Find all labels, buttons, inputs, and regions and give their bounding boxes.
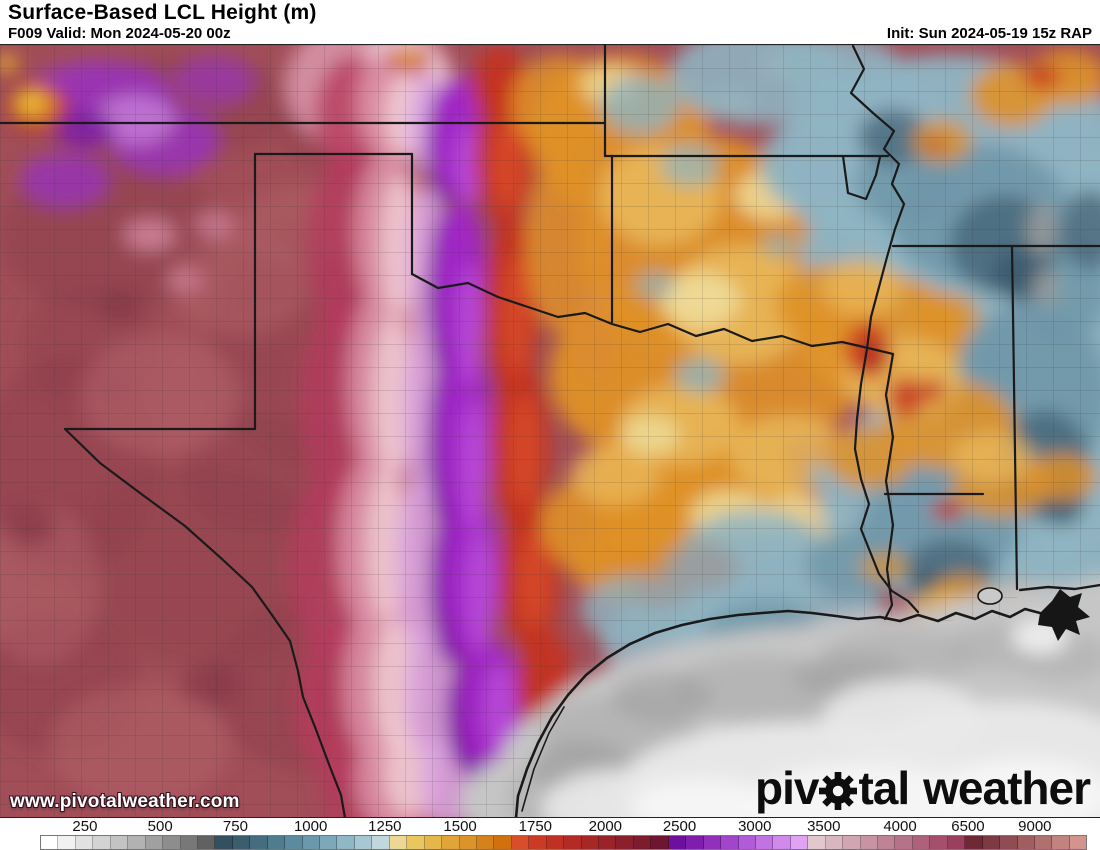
colorbar-cell [110,836,129,849]
colorbar-cell [965,836,983,849]
red-river [410,272,895,356]
model-init-text: Init: Sun 2024-05-19 15z RAP [886,25,1092,42]
colorbar-cell [599,836,617,849]
colorbar-cell [686,836,704,849]
colorbar-cell [215,836,233,849]
colorbar-cell [668,836,687,849]
colorbar-legend: 250 500 750 1000 1250 1500 1750 2000 2500 3000 350… [40,818,1087,850]
colorbar-label: 750 [222,818,248,835]
colorbar-cell [163,836,181,849]
colorbar-label: 6500 [951,818,985,835]
colorbar-cell [285,836,303,849]
colorbar-cell [407,836,425,849]
colorbar-cell [808,836,826,849]
colorbar-cell [895,836,913,849]
map-canvas: www.pivotalweather.com piv tal weather [0,44,1100,818]
colorbar-cell [581,836,599,849]
colorbar-cell [546,836,565,849]
colorbar-label: 1750 [518,818,553,835]
colorbar-label: 3500 [807,818,841,835]
colorbar-cell [633,836,652,849]
watermark-url: www.pivotalweather.com [10,791,240,812]
colorbar-cell [180,836,198,849]
state-borders [0,45,1100,817]
barrier-island [521,706,565,812]
colorbar-label: 2000 [588,818,623,835]
mississippi-river [849,45,920,614]
colorbar-cell [1017,836,1035,849]
colorbar-label: 1250 [368,818,402,835]
colorbar-cell [755,836,774,849]
colorbar-cell [1034,836,1053,849]
colorbar-cell [145,836,164,849]
colorbar-cell [320,836,338,849]
colorbar-cell [1052,836,1070,849]
colorbar-label: 1500 [443,818,477,835]
weather-map [0,45,1100,817]
lake-pontchartrain [977,587,1003,605]
colorbar-cell [790,836,809,849]
colorbar-cell [773,836,791,849]
map-header: Surface-Based LCL Height (m) F009 Valid:… [0,0,1100,44]
gulf-coastline [514,607,1042,817]
logo-text-tal: tal [858,762,910,814]
colorbar-cell [93,836,111,849]
colorbar-cell [947,836,966,849]
colorbar-cell [459,836,477,849]
colorbar-label: 2500 [662,818,697,835]
colorbar-cell [41,836,59,849]
colorbar-label: 9000 [1018,818,1052,835]
colorbar-cell [354,836,373,849]
logo-text-weather: weather [923,762,1091,814]
colorbar-cell [302,836,320,849]
colorbar-label: 3000 [738,818,772,835]
colorbar-cell [930,836,948,849]
colorbar-label: 500 [147,818,173,835]
colorbar-cell [442,836,460,849]
colorbar-cell [389,836,408,849]
colorbar-cell [1069,836,1087,849]
colorbar-cell [75,836,94,849]
colorbar-cell [337,836,355,849]
colorbar-cell [878,836,896,849]
colorbar-cell [703,836,722,849]
colorbar-label: 4000 [883,818,917,835]
colorbar-cell [529,836,547,849]
colorbar-cells [40,835,1087,850]
colorbar-label: 1000 [293,818,328,835]
colorbar-cell [232,836,251,849]
colorbar-cell [267,836,286,849]
colorbar-cell [825,836,844,849]
colorbar-cell [721,836,739,849]
mississippi-delta [1038,589,1090,641]
colorbar-cell [197,836,216,849]
colorbar-cell [564,836,582,849]
colorbar-cell [1000,836,1018,849]
colorbar-cell [843,836,861,849]
colorbar-cell [424,836,443,849]
colorbar-labels: 250 500 750 1000 1250 1500 1750 2000 2500 3000 350… [40,818,1085,835]
colorbar-cell [128,836,146,849]
pivotal-weather-logo: piv tal weather [754,762,1091,814]
colorbar-label: 250 [72,818,98,835]
colorbar-cell [494,836,512,849]
logo-text-piv: piv [754,762,819,814]
colorbar-cell [476,836,495,849]
colorbar-cell [511,836,530,849]
colorbar-cell [58,836,76,849]
colorbar-cell [860,836,878,849]
forecast-valid-text: F009 Valid: Mon 2024-05-20 00z [8,25,231,42]
colorbar-cell [616,836,634,849]
colorbar-cell [738,836,756,849]
colorbar-cell [250,836,268,849]
rio-grande-river [63,427,346,817]
colorbar-cell [912,836,931,849]
colorbar-cell [372,836,390,849]
gear-icon [819,772,858,810]
colorbar-cell [651,836,669,849]
page-title: Surface-Based LCL Height (m) [8,1,317,24]
colorbar-cell [982,836,1001,849]
